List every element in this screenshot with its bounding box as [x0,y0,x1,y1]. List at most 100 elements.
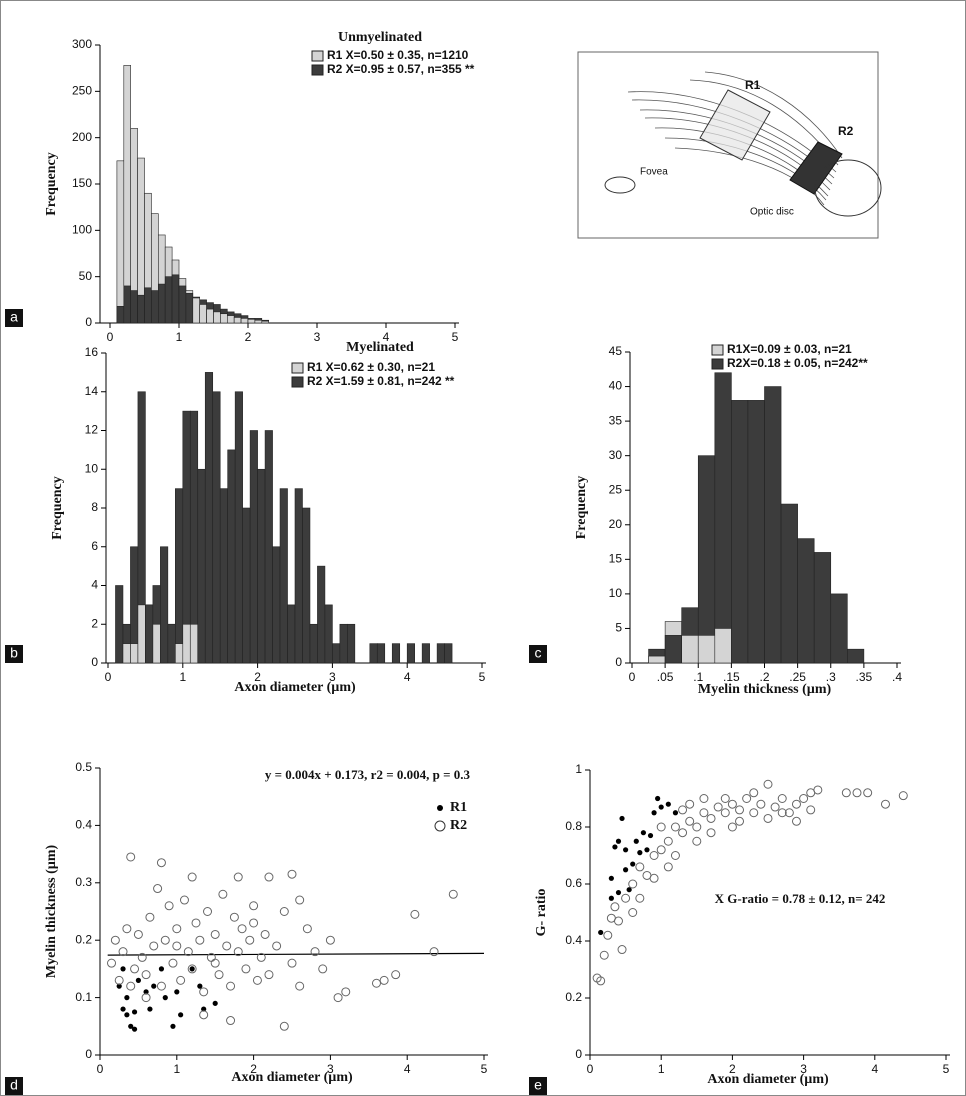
bar [287,604,296,664]
x-tick-label: 1 [173,1062,180,1076]
bar [714,372,732,664]
point [195,935,205,945]
y-tick-label: 35 [609,413,623,427]
point [598,929,604,936]
x-tick-label: 3 [329,670,336,684]
bar [847,648,865,664]
x-tick-label: 2 [254,670,261,684]
point [608,895,614,901]
fiber [704,71,843,159]
point [735,816,745,826]
y-tick-label: 8 [91,500,98,514]
bar [206,308,214,324]
x-tick-label: .2 [759,670,769,684]
x-tick-label: 5 [479,670,486,684]
x-tick-label: 3 [800,1062,807,1076]
point [608,875,614,881]
point [777,794,787,803]
point [623,847,629,853]
point [249,918,259,928]
point [122,924,132,934]
bar [697,455,716,664]
bar [137,604,146,664]
point [233,947,243,957]
r2-region [789,141,843,195]
point [791,816,801,826]
fovea [604,176,636,194]
bar [151,290,159,324]
bar [830,593,848,664]
point [245,935,255,945]
point [295,981,305,991]
x-tick-label: .4 [892,670,902,684]
point [635,862,645,872]
y-tick-label: 0.8 [565,819,582,833]
point [742,794,752,803]
point [124,1012,130,1018]
bar [391,643,401,664]
bar [648,655,666,664]
point [158,966,165,972]
point [613,916,623,926]
legend-label: R2X=0.18 ± 0.05, n=242** [727,356,868,370]
optic-disc-label: Optic disc [750,207,794,218]
point [107,958,117,968]
point [287,869,297,879]
bar [421,643,430,664]
x-tick-label: .35 [856,670,873,684]
bar [339,623,348,664]
x-tick-label: 0 [105,670,112,684]
point [197,983,203,989]
x-tick-label: 5 [452,330,459,344]
x-tick-label: 5 [943,1062,950,1076]
point [229,912,239,922]
panel-label-box [5,645,23,663]
y-tick-label: 30 [609,448,623,462]
legend-label: R1 X=0.50 ± 0.35, n=1210 [327,48,469,62]
point [429,947,439,957]
panel-label: b [10,645,18,661]
bar [227,315,235,324]
bar [324,604,333,664]
r2-label: R2 [838,124,854,138]
point [212,1000,218,1006]
point [699,808,709,818]
y-tick-label: 150 [72,176,92,190]
point [162,995,168,1001]
point [156,981,166,991]
point [189,966,195,972]
y-tick-label: 0 [575,1047,582,1061]
bar [137,294,145,324]
bar [160,546,169,664]
y-axis-label: Frequency [44,152,59,216]
point [120,966,126,972]
bar [178,285,187,324]
bar [130,290,138,324]
x-tick-label: .3 [826,670,836,684]
legend-label: R1 X=0.62 ± 0.30, n=21 [307,360,435,374]
y-tick-label: 100 [72,223,92,237]
point [287,958,297,968]
point [183,947,193,957]
point [670,822,680,832]
point [226,981,236,991]
bar [436,643,445,664]
y-tick-label: 0 [85,1047,92,1061]
point [599,950,609,960]
point [325,935,335,945]
point [672,810,679,816]
x-axis-label: Axon diameter (µm) [234,680,356,695]
point [777,808,787,818]
bar [213,311,221,324]
x-tick-label: 1 [179,670,186,684]
point [640,830,647,836]
point [264,970,274,980]
x-tick-label: 4 [383,330,390,344]
point [143,989,149,995]
point [649,873,659,883]
y-tick-label: 5 [615,621,622,635]
point [120,1006,126,1012]
legend-label: R2 X=1.59 ± 0.81, n=242 ** [307,374,455,388]
point [756,799,766,809]
point [784,808,794,818]
